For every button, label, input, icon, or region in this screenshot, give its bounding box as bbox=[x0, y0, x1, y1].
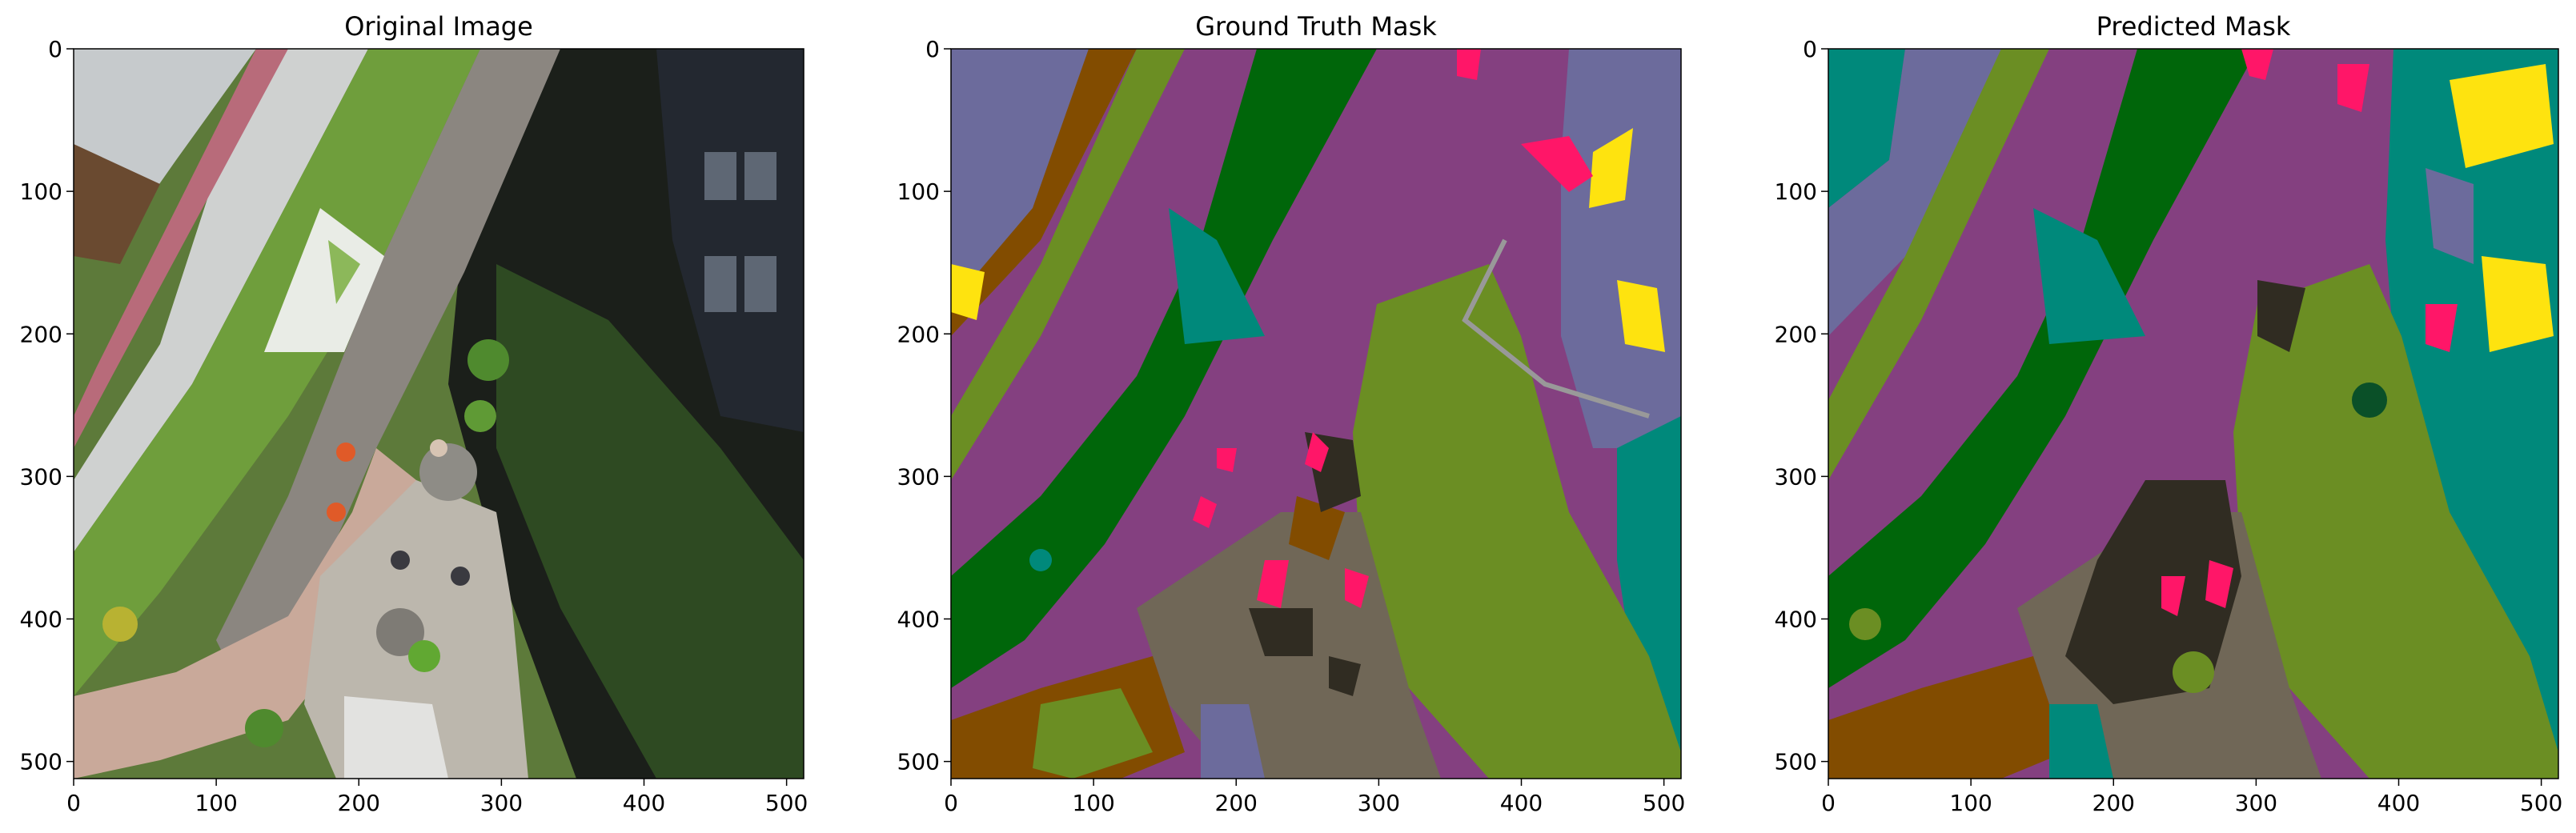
x-tick-label: 200 bbox=[2092, 790, 2135, 816]
x-tick-label: 100 bbox=[195, 790, 237, 816]
x-tick-label: 400 bbox=[2377, 790, 2420, 816]
y-ticks: 0 100 200 300 400 500 bbox=[1775, 36, 1828, 775]
y-ticks: 0 100 200 300 400 500 bbox=[20, 36, 74, 775]
axes-frame bbox=[950, 48, 1682, 779]
x-tick-label: 400 bbox=[623, 790, 665, 816]
x-ticks: 0 100 200 300 400 500 bbox=[1821, 779, 2562, 816]
panel-predicted-mask: Predicted Mask bbox=[1775, 11, 2563, 816]
y-tick-label: 500 bbox=[897, 749, 940, 775]
y-tick-label: 300 bbox=[897, 463, 940, 490]
predicted-mask-image bbox=[1828, 49, 2558, 779]
y-tick-label: 0 bbox=[48, 36, 62, 62]
ground-truth-mask-image bbox=[951, 49, 1681, 779]
x-tick-label: 500 bbox=[1643, 790, 1685, 816]
x-tick-label: 0 bbox=[66, 790, 81, 816]
y-tick-label: 500 bbox=[1775, 749, 1817, 775]
panel-title-original: Original Image bbox=[344, 11, 533, 42]
y-tick-label: 0 bbox=[1803, 36, 1817, 62]
y-tick-label: 500 bbox=[20, 749, 62, 775]
axes-frame bbox=[73, 48, 804, 779]
y-tick-label: 300 bbox=[20, 463, 62, 490]
panel-title-predicted: Predicted Mask bbox=[2097, 11, 2291, 42]
axes-frame bbox=[1828, 48, 2559, 779]
panel-title-ground-truth: Ground Truth Mask bbox=[1195, 11, 1437, 42]
x-tick-label: 300 bbox=[1358, 790, 1400, 816]
y-tick-label: 200 bbox=[1775, 321, 1817, 347]
panel-original-image: Original Image bbox=[20, 11, 809, 816]
y-tick-label: 100 bbox=[897, 178, 940, 205]
x-tick-label: 300 bbox=[2235, 790, 2277, 816]
x-ticks: 0 100 200 300 400 500 bbox=[66, 779, 808, 816]
y-tick-label: 200 bbox=[897, 321, 940, 347]
x-ticks: 0 100 200 300 400 500 bbox=[944, 779, 1685, 816]
y-ticks: 0 100 200 300 400 500 bbox=[897, 36, 951, 775]
y-tick-label: 100 bbox=[20, 178, 62, 205]
x-tick-label: 100 bbox=[1072, 790, 1114, 816]
y-tick-label: 100 bbox=[1775, 178, 1817, 205]
x-tick-label: 100 bbox=[1949, 790, 1992, 816]
panel-ground-truth-mask: Ground Truth Mask bbox=[897, 11, 1686, 816]
x-tick-label: 200 bbox=[338, 790, 380, 816]
y-tick-label: 200 bbox=[20, 321, 62, 347]
x-tick-label: 400 bbox=[1500, 790, 1543, 816]
y-tick-label: 400 bbox=[20, 607, 62, 633]
y-tick-label: 400 bbox=[1775, 607, 1817, 633]
y-tick-label: 0 bbox=[925, 36, 940, 62]
y-tick-label: 300 bbox=[1775, 463, 1817, 490]
original-photo bbox=[74, 49, 804, 779]
x-tick-label: 300 bbox=[480, 790, 523, 816]
x-tick-label: 500 bbox=[2520, 790, 2562, 816]
x-tick-label: 0 bbox=[1821, 790, 1836, 816]
x-tick-label: 500 bbox=[765, 790, 808, 816]
x-tick-label: 0 bbox=[944, 790, 958, 816]
y-tick-label: 400 bbox=[897, 607, 940, 633]
x-tick-label: 200 bbox=[1215, 790, 1258, 816]
